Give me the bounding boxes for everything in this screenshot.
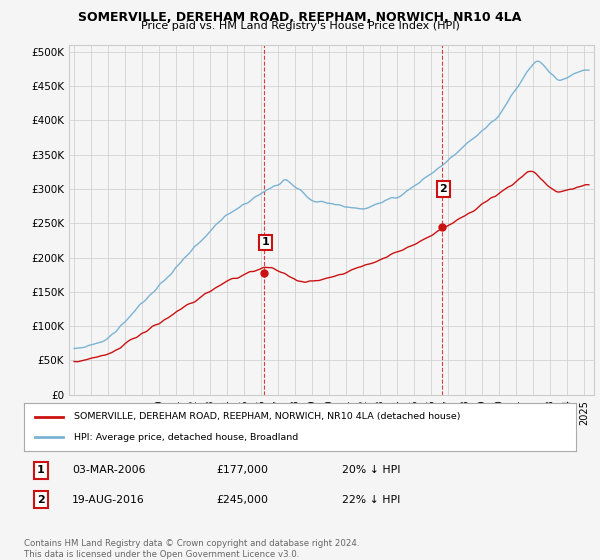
Text: 1: 1	[37, 465, 44, 475]
Text: 22% ↓ HPI: 22% ↓ HPI	[342, 494, 400, 505]
Text: 20% ↓ HPI: 20% ↓ HPI	[342, 465, 401, 475]
Text: 03-MAR-2006: 03-MAR-2006	[72, 465, 146, 475]
Text: 19-AUG-2016: 19-AUG-2016	[72, 494, 145, 505]
Text: 2: 2	[439, 184, 447, 194]
Text: SOMERVILLE, DEREHAM ROAD, REEPHAM, NORWICH, NR10 4LA (detached house): SOMERVILLE, DEREHAM ROAD, REEPHAM, NORWI…	[74, 412, 460, 421]
Text: 1: 1	[262, 237, 269, 248]
Text: £245,000: £245,000	[216, 494, 268, 505]
Text: HPI: Average price, detached house, Broadland: HPI: Average price, detached house, Broa…	[74, 433, 298, 442]
Text: 2: 2	[37, 494, 44, 505]
Text: Price paid vs. HM Land Registry's House Price Index (HPI): Price paid vs. HM Land Registry's House …	[140, 21, 460, 31]
Text: Contains HM Land Registry data © Crown copyright and database right 2024.
This d: Contains HM Land Registry data © Crown c…	[24, 539, 359, 559]
Text: £177,000: £177,000	[216, 465, 268, 475]
Text: SOMERVILLE, DEREHAM ROAD, REEPHAM, NORWICH, NR10 4LA: SOMERVILLE, DEREHAM ROAD, REEPHAM, NORWI…	[79, 11, 521, 24]
